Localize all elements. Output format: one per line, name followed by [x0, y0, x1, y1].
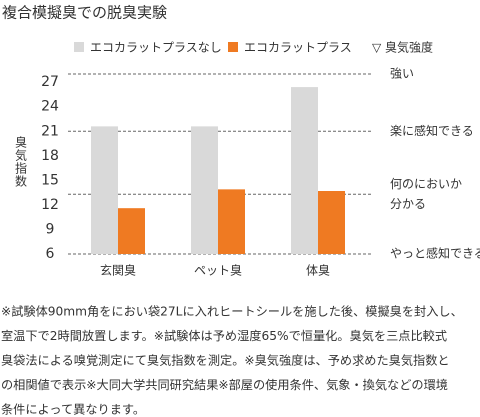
legend-label: エコカラットプラスなし	[90, 41, 222, 55]
y-tick-label: 12	[41, 197, 59, 213]
reference-label: 強い	[390, 67, 414, 81]
legend-label: エコカラットプラス	[244, 41, 352, 55]
note-line: ※試験体90mm角をにおい袋27Lに入れヒートシールを施した後、模擬臭を封入し、	[1, 304, 463, 319]
bar	[291, 87, 318, 254]
bar	[91, 126, 118, 254]
legend-swatch	[74, 42, 84, 52]
note-line: 条件によって異なります。	[1, 403, 145, 417]
x-tick-label: 玄関臭	[100, 263, 136, 278]
y-axis-label: 臭気指数	[14, 135, 28, 188]
note-line: 室温下で2時間放置します。※試験体は予め湿度65%で恒量化。臭気を三点比較式	[1, 328, 447, 343]
reference-title: ▽ 臭気強度	[372, 40, 433, 55]
x-tick-label: 体臭	[306, 263, 330, 278]
reference-label: 楽に感知できる	[390, 123, 474, 138]
y-tick-label: 27	[41, 74, 59, 90]
reference-label: やっと感知できる	[390, 246, 480, 261]
y-tick-label: 6	[46, 246, 55, 262]
bar	[118, 208, 145, 254]
note-line: の相関値で表示※大同大学共同研究結果※部屋の使用条件、気象・換気などの環境	[1, 377, 448, 392]
y-tick-label: 9	[46, 221, 55, 237]
title: 複合模擬臭での脱臭実験	[2, 4, 167, 22]
note-line: 臭袋法による嗅覚測定にて臭気指数を測定。※臭気強度は、予め求めた臭気指数と	[1, 353, 450, 368]
y-tick-label: 21	[41, 123, 59, 139]
reference-label: 分かる	[390, 197, 426, 211]
bar	[318, 191, 345, 254]
bar	[218, 189, 245, 254]
y-tick-label: 18	[41, 148, 59, 164]
y-tick-label: 15	[41, 172, 59, 188]
y-tick-label: 24	[41, 99, 59, 115]
reference-label: 何のにおいか	[390, 177, 462, 191]
legend-swatch	[228, 42, 238, 52]
x-tick-label: ペット臭	[194, 263, 242, 278]
bar	[191, 126, 218, 254]
